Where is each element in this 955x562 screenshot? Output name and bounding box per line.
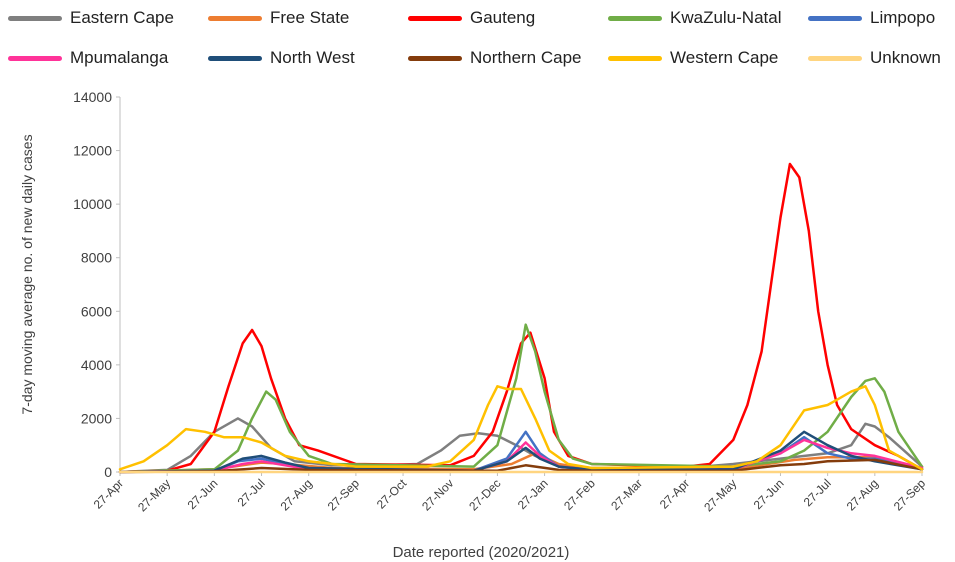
x-tick-label: 27-Oct: [374, 476, 410, 512]
legend-label: KwaZulu-Natal: [670, 8, 782, 27]
legend-swatch: [408, 15, 462, 21]
legend-item-free-state: Free State: [208, 6, 349, 30]
legend-swatch: [608, 55, 662, 61]
x-tick-label: 27-Sep: [891, 476, 928, 513]
chart-legend: Eastern Cape Free State Gauteng KwaZulu-Nat…: [0, 0, 955, 80]
x-tick-label: 27-Aug: [278, 476, 315, 513]
x-tick-label: 27-Jun: [751, 476, 787, 512]
series-line-mpumalanga: [118, 438, 924, 474]
legend-label: Unknown: [870, 48, 941, 67]
x-tick-label: 27-Apr: [657, 476, 692, 511]
legend-item-western-cape: Western Cape: [608, 46, 778, 70]
y-tick-label: 0: [104, 464, 112, 480]
legend-label: Northern Cape: [470, 48, 582, 67]
legend-item-northern-cape: Northern Cape: [408, 46, 582, 70]
legend-label: Free State: [270, 8, 350, 27]
y-tick-label: 4000: [81, 357, 112, 373]
x-axis-title: Date reported (2020/2021): [393, 544, 570, 561]
y-axis-title: 7-day moving average no. of new daily ca…: [19, 134, 35, 414]
legend-label: Limpopo: [870, 8, 936, 27]
series-line-north-west: [118, 430, 924, 474]
legend-swatch: [808, 55, 862, 61]
x-tick-label: 27-Jan: [515, 476, 551, 512]
y-tick-label: 2000: [81, 410, 112, 426]
legend-label: Gauteng: [470, 8, 536, 27]
legend-item-mpumalanga: Mpumalanga: [8, 46, 168, 70]
legend-item-unknown: Unknown: [808, 46, 941, 70]
x-tick-label: 27-Sep: [325, 476, 362, 513]
legend-label: North West: [270, 48, 355, 67]
legend-item-kwazulu-natal: KwaZulu-Natal: [608, 6, 782, 30]
x-tick-label: 27-Dec: [466, 476, 503, 513]
x-tick-label: 27-Aug: [844, 476, 881, 513]
legend-label: Eastern Cape: [70, 8, 174, 27]
x-tick-label: 27-Mar: [608, 476, 645, 513]
legend-swatch: [8, 15, 62, 21]
y-tick-label: 10000: [73, 196, 112, 212]
x-tick-label: 27-Feb: [561, 476, 598, 513]
legend-swatch: [208, 55, 262, 61]
legend-label: Mpumalanga: [70, 48, 169, 67]
legend-item-gauteng: Gauteng: [408, 6, 535, 30]
y-tick-label: 6000: [81, 303, 112, 319]
y-tick-label: 12000: [73, 143, 112, 159]
x-tick-label: 27-Nov: [419, 476, 456, 513]
y-tick-label: 8000: [81, 250, 112, 266]
legend-label: Western Cape: [670, 48, 779, 67]
series-line-gauteng: [118, 162, 924, 474]
x-tick-label: 27-May: [135, 476, 173, 514]
legend-item-limpopo: Limpopo: [808, 6, 935, 30]
x-tick-label: 27-Jun: [185, 476, 221, 512]
x-tick-label: 27-Apr: [91, 476, 126, 511]
x-tick-label: 27-May: [701, 476, 739, 514]
series-line-northern-cape: [118, 458, 924, 474]
legend-swatch: [608, 15, 662, 21]
legend-swatch: [8, 55, 62, 61]
x-tick-label: 27-Jul: [235, 476, 268, 509]
legend-swatch: [208, 15, 262, 21]
series-line-limpopo: [118, 430, 924, 474]
series-line-western-cape: [118, 385, 924, 471]
legend-swatch: [408, 55, 462, 61]
x-tick-label: 27-Jul: [801, 476, 834, 509]
legend-swatch: [808, 15, 862, 21]
legend-item-eastern-cape: Eastern Cape: [8, 6, 174, 30]
legend-item-north-west: North West: [208, 46, 355, 70]
y-tick-label: 14000: [73, 89, 112, 105]
